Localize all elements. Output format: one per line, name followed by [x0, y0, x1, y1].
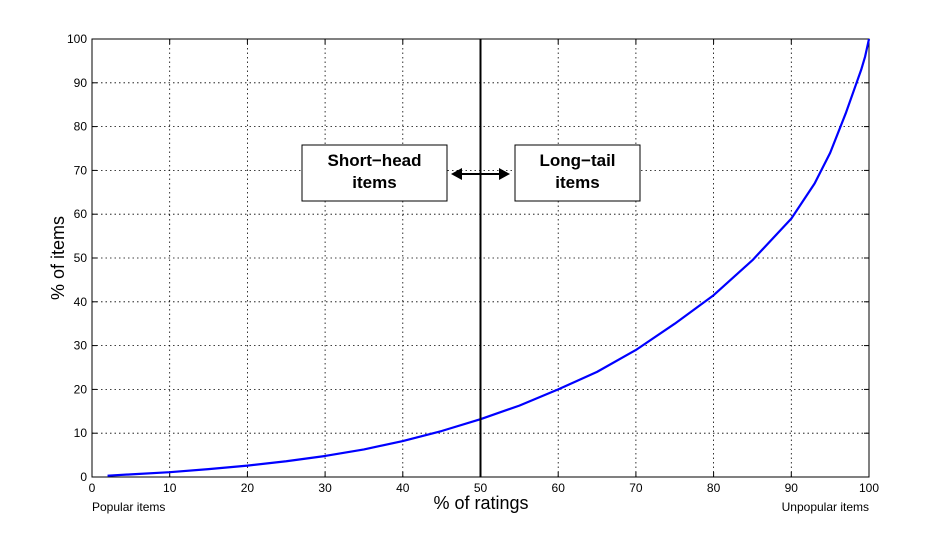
y-tick-label: 100 — [67, 32, 87, 46]
unpopular-items-label: Unpopular items — [782, 500, 869, 514]
items-curve — [107, 38, 871, 477]
x-tick-label: 70 — [629, 481, 643, 495]
long-tail-box-frame — [514, 144, 641, 202]
popular-items-label: Popular items — [92, 500, 165, 514]
y-tick-label: 20 — [74, 382, 88, 396]
y-tick-label: 50 — [74, 251, 88, 265]
x-tick-label: 30 — [318, 481, 332, 495]
long-tail-line1: Long−tail — [539, 151, 615, 170]
x-tick-label: 100 — [859, 481, 879, 495]
double-arrow — [451, 168, 510, 180]
tick-layer: 0 10 20 30 40 50 60 70 80 90 100 0 10 20 30 40 50 60 70 80 9… — [67, 32, 879, 495]
x-tick-label: 10 — [163, 481, 177, 495]
short-head-box-frame — [301, 144, 448, 202]
short-head-line2: items — [352, 173, 396, 192]
short-head-box: Short−head items — [301, 144, 448, 202]
arrow-head-left — [451, 168, 462, 180]
y-tick-label: 40 — [74, 295, 88, 309]
y-axis-label: % of items — [48, 216, 68, 300]
y-tick-label: 80 — [74, 120, 88, 134]
x-tick-label: 50 — [474, 481, 488, 495]
x-tick-label: 90 — [785, 481, 799, 495]
x-tick-label: 80 — [707, 481, 721, 495]
y-tick-label: 30 — [74, 339, 88, 353]
series-layer — [107, 38, 871, 477]
arrow-head-right — [499, 168, 510, 180]
y-tick-label: 10 — [74, 426, 88, 440]
x-tick-label: 20 — [241, 481, 255, 495]
x-tick-label: 60 — [552, 481, 566, 495]
long-tail-line2: items — [555, 173, 599, 192]
y-tick-label: 70 — [74, 163, 88, 177]
y-tick-label: 90 — [74, 76, 88, 90]
short-head-line1: Short−head — [328, 151, 422, 170]
y-tick-label: 0 — [80, 470, 87, 484]
x-tick-label: 40 — [396, 481, 410, 495]
long-tail-box: Long−tail items — [514, 144, 641, 202]
x-tick-label: 0 — [89, 481, 96, 495]
x-axis-label: % of ratings — [433, 493, 528, 513]
y-tick-label: 60 — [74, 207, 88, 221]
